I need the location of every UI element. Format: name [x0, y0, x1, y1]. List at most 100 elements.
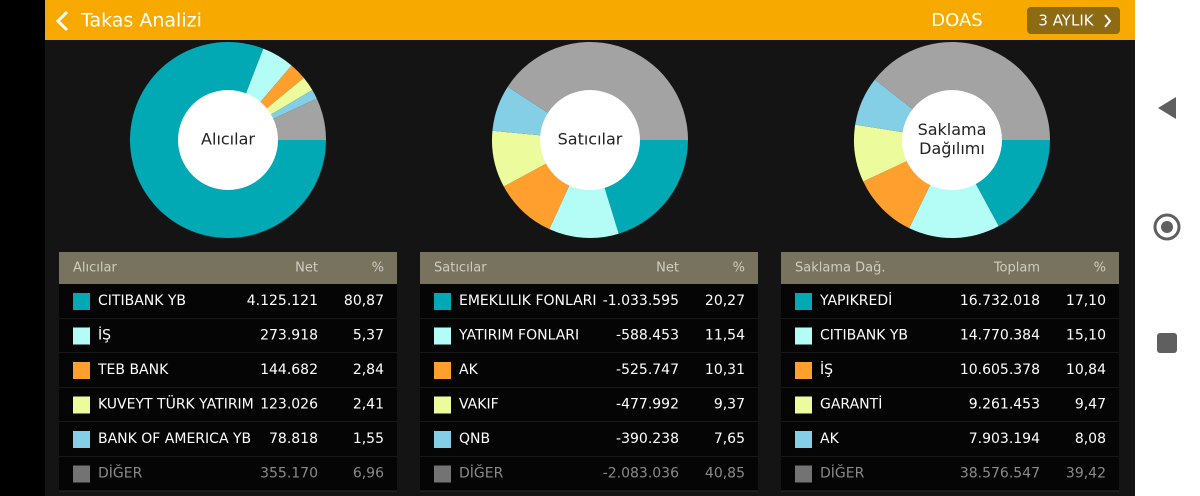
donut-hole — [902, 90, 1002, 190]
row-share: 39,42 — [1066, 466, 1106, 482]
row-name: BANK OF AMERICA YB — [98, 431, 251, 447]
row-name: YATIRIM FONLARI — [458, 328, 579, 344]
table-row — [59, 318, 397, 353]
row-share: 10,31 — [705, 362, 745, 378]
symbol: DOAS — [931, 10, 982, 31]
row-share: 11,54 — [705, 328, 745, 344]
table-row — [781, 353, 1119, 388]
row-name: DİĞER — [459, 464, 504, 482]
color-swatch — [795, 293, 812, 310]
row-name: DİĞER — [98, 464, 143, 482]
row-amount: 10.605.378 — [960, 362, 1040, 378]
row-name: DİĞER — [820, 464, 865, 482]
row-amount: 14.770.384 — [960, 328, 1040, 344]
column-header: Alıcılar — [73, 261, 117, 276]
table-row — [420, 284, 758, 319]
row-share: 5,37 — [353, 328, 384, 344]
column-header: % — [372, 261, 384, 276]
donut-hole — [178, 90, 278, 190]
table-row — [420, 353, 758, 388]
row-amount: -390.238 — [616, 431, 679, 447]
nav-home[interactable] — [1153, 213, 1181, 241]
row-amount: 4.125.121 — [247, 293, 318, 309]
donut-center-label: Satıcılar — [558, 130, 623, 149]
row-name: EMEKLILIK FONLARI — [459, 293, 597, 309]
row-share: 2,84 — [353, 362, 384, 378]
row-amount: -588.453 — [616, 328, 679, 344]
row-amount: 144.682 — [260, 362, 318, 378]
nav-home-dot — [1161, 221, 1173, 233]
row-share: 8,08 — [1075, 431, 1106, 447]
row-share: 7,65 — [714, 431, 745, 447]
table-row — [781, 284, 1119, 319]
page-title: Takas Analizi — [80, 10, 202, 32]
color-swatch — [434, 293, 451, 310]
donut-center-label: Dağılımı — [919, 139, 985, 158]
table-row — [781, 422, 1119, 457]
nav-recents[interactable] — [1157, 333, 1177, 353]
row-share: 6,96 — [353, 466, 384, 482]
table-row — [59, 387, 397, 422]
color-swatch — [434, 465, 451, 483]
table-row — [59, 422, 397, 457]
color-swatch — [434, 396, 451, 414]
column-header: Net — [656, 261, 679, 276]
row-amount: -525.747 — [616, 362, 679, 378]
row-amount: 123.026 — [260, 397, 318, 413]
table-row — [781, 387, 1119, 422]
row-name: AK — [820, 431, 840, 447]
row-share: 1,55 — [353, 431, 384, 447]
period-chevron — [1104, 14, 1112, 28]
table-row — [420, 387, 758, 422]
column-header: % — [1094, 261, 1106, 276]
table-header — [781, 252, 1119, 284]
row-amount: -477.992 — [616, 397, 679, 413]
row-name: AK — [459, 362, 479, 378]
row-share: 9,47 — [1075, 397, 1106, 413]
row-amount: 38.576.547 — [960, 466, 1040, 482]
row-name: İŞ — [98, 326, 111, 344]
left-bezel — [0, 0, 45, 496]
row-share: 20,27 — [705, 293, 745, 309]
color-swatch — [795, 327, 812, 345]
color-swatch — [73, 293, 90, 310]
row-share: 17,10 — [1066, 293, 1106, 309]
row-share: 15,10 — [1066, 328, 1106, 344]
table-row — [420, 318, 758, 353]
header-bar — [45, 0, 1135, 40]
column-header: Saklama Dağ. — [795, 261, 885, 276]
donut-slice — [874, 41, 1050, 141]
row-amount: 16.732.018 — [960, 293, 1040, 309]
table-row — [59, 456, 397, 491]
color-swatch — [795, 431, 812, 448]
row-share: 2,41 — [353, 397, 384, 413]
row-amount: -1.033.595 — [603, 293, 679, 309]
row-name: TEB BANK — [97, 362, 169, 378]
table-header — [420, 252, 758, 284]
row-amount: 355.170 — [260, 466, 318, 482]
color-swatch — [73, 396, 90, 414]
period-label: 3 AYLIK — [1038, 12, 1094, 30]
nav-back[interactable] — [1158, 97, 1176, 119]
color-swatch — [795, 465, 812, 483]
back-button[interactable] — [55, 10, 69, 32]
row-name: QNB — [459, 431, 490, 447]
row-name: KUVEYT TÜRK YATIRIM — [98, 395, 254, 413]
period-button[interactable] — [1027, 7, 1120, 34]
row-share: 40,85 — [705, 466, 745, 482]
column-header: Toplam — [993, 261, 1040, 276]
donut-center-label: Alıcılar — [201, 130, 255, 149]
donut-center-label: Saklama — [918, 120, 987, 139]
table-row — [781, 318, 1119, 353]
column-header: % — [733, 261, 745, 276]
table-row — [420, 456, 758, 491]
nav-bar — [1135, 0, 1200, 496]
row-name: YAPIKREDİ — [819, 291, 892, 309]
color-swatch — [73, 327, 90, 345]
table-row — [781, 456, 1119, 491]
color-swatch — [73, 465, 90, 483]
row-name: GARANTİ — [820, 395, 882, 413]
row-share: 80,87 — [344, 293, 384, 309]
row-name: CITIBANK YB — [98, 293, 186, 309]
